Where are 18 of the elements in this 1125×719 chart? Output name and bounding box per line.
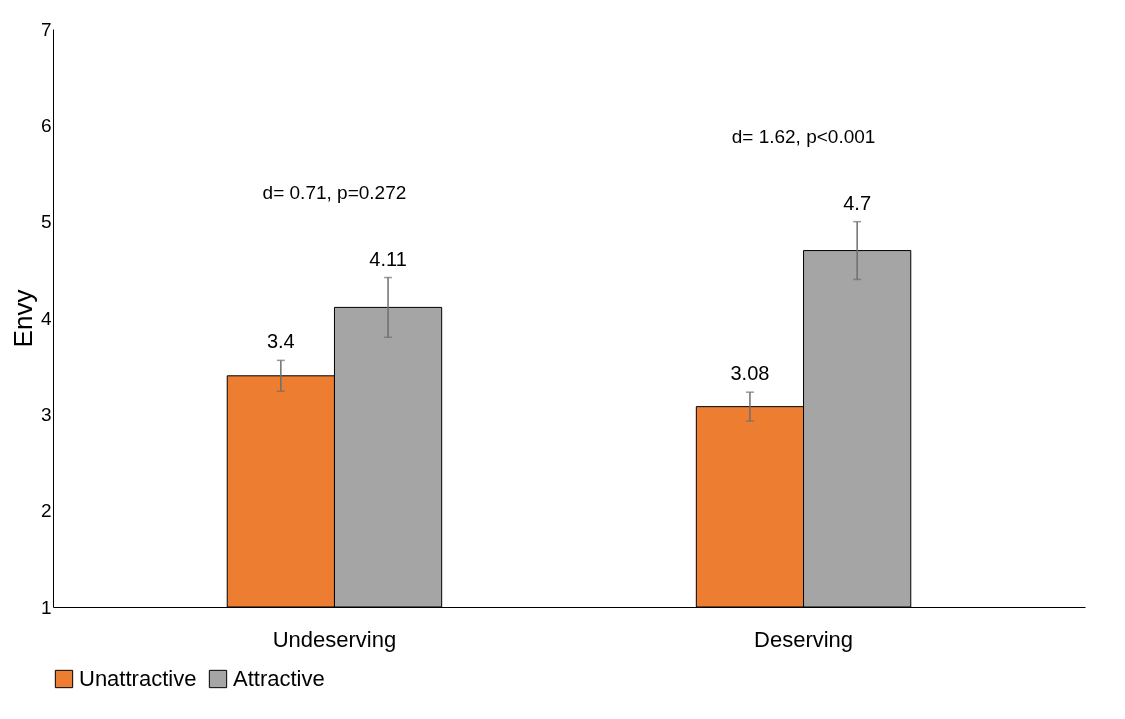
y-tick-label: 6 [40,114,52,136]
data-label: 3.08 [730,362,770,385]
y-tick-label: 5 [40,211,52,233]
y-tick-label: 4 [40,307,52,329]
annotation: d= 1.62, p<0.001 [731,125,876,147]
legend-label: Unattractive [79,666,197,691]
x-tick-label: Deserving [754,626,854,652]
y-tick-label: 7 [40,18,52,40]
y-tick-label: 3 [40,403,52,425]
data-label: 3.4 [266,330,295,353]
data-label: 4.7 [843,191,872,214]
data-label: 4.11 [369,247,407,270]
annotation: d= 0.71, p=0.272 [262,181,407,203]
y-axis-title: Envy [7,289,38,348]
x-tick-label: Undeserving [272,626,397,652]
y-tick-label: 1 [40,596,52,618]
y-tick-label: 2 [40,500,52,522]
legend-label: Attractive [233,666,325,691]
